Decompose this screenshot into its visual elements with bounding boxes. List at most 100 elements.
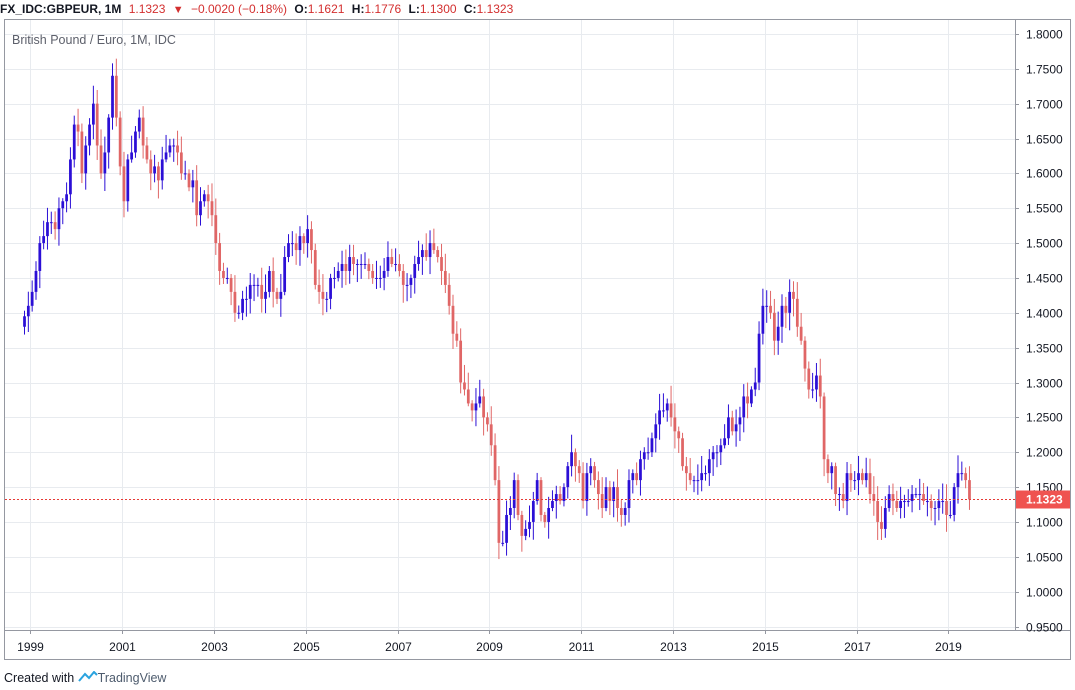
candle-body — [750, 389, 753, 404]
candle-body — [868, 473, 872, 495]
price-axis[interactable]: 0.95001.00001.05001.10001.15001.20001.25… — [1015, 28, 1063, 635]
candle-body — [482, 396, 485, 418]
candle-body — [715, 452, 719, 454]
candle-body — [42, 236, 46, 244]
candle-body — [753, 382, 757, 390]
candle-body — [730, 417, 734, 432]
candle-body — [707, 459, 711, 474]
candle-body — [780, 305, 784, 327]
symbol-title[interactable]: FX_IDC:GBPEUR, 1M — [0, 2, 122, 16]
candle-body — [46, 222, 49, 237]
candle-body — [463, 382, 466, 390]
candle-body — [160, 159, 164, 181]
candle-body — [153, 166, 156, 174]
candle-body — [88, 124, 91, 146]
close-label: C: — [463, 2, 477, 16]
candle-body — [746, 396, 749, 404]
candle-body — [137, 117, 141, 132]
candle-body — [822, 396, 826, 460]
candle-body — [363, 264, 367, 265]
candle-body — [421, 250, 424, 258]
candle-body — [436, 250, 440, 258]
candle-body — [107, 117, 111, 153]
candle-body — [267, 270, 271, 292]
candle-body — [577, 466, 581, 474]
candle-body — [608, 487, 612, 502]
candle-body — [757, 333, 761, 383]
y-tick-label: 1.1000 — [1026, 516, 1063, 530]
candle-body — [206, 194, 210, 202]
candle-body — [390, 257, 394, 264]
candle-body — [264, 291, 267, 299]
candle-body — [72, 124, 76, 160]
candle-body — [719, 445, 723, 453]
x-tick-label: 2007 — [385, 640, 412, 654]
candle-body — [283, 257, 287, 292]
candle-body — [792, 291, 795, 299]
candle-body — [290, 243, 294, 245]
tradingview-brand[interactable]: TradingView — [97, 671, 167, 685]
candle-body — [145, 145, 149, 160]
candle-body — [325, 298, 329, 300]
candle-body — [589, 466, 593, 474]
candle-body — [681, 438, 684, 467]
candle-body — [612, 487, 616, 502]
candle-body — [838, 494, 841, 496]
x-tick-label: 2019 — [935, 640, 962, 654]
candle-body — [95, 103, 99, 146]
candle-body — [914, 494, 918, 496]
candle-body — [937, 501, 941, 508]
candle-body — [627, 480, 631, 508]
time-axis[interactable]: 1999 2001 2003 2005 2007 2009 2011 2013 2015 2017… — [17, 630, 962, 654]
candle-body — [509, 508, 512, 515]
candle-body — [168, 145, 172, 153]
candle-body — [711, 452, 715, 460]
candle-body — [887, 494, 891, 508]
candle-body — [355, 264, 359, 265]
candle-body — [199, 201, 202, 216]
candle-body — [543, 514, 547, 522]
candle-body — [876, 501, 880, 522]
y-tick-label: 1.2000 — [1026, 446, 1063, 460]
candle-body — [642, 452, 646, 460]
candle-body — [906, 501, 910, 503]
candle-body — [922, 494, 925, 502]
candle-body — [489, 424, 493, 446]
candle-body — [233, 291, 237, 313]
candle-body — [333, 277, 336, 279]
candle-body — [398, 264, 401, 271]
candle-body — [103, 152, 107, 174]
candle-body — [26, 305, 30, 317]
candle-body — [616, 487, 619, 508]
candle-body — [803, 340, 807, 369]
candle-body — [352, 257, 355, 264]
candle-body — [692, 480, 696, 482]
candle-body — [547, 508, 551, 522]
last-price-tag — [1016, 490, 1070, 509]
candle-body — [317, 284, 321, 292]
candle-body — [600, 494, 604, 508]
candle-body — [34, 270, 38, 292]
candle-body — [61, 201, 65, 209]
candle-body — [275, 291, 279, 299]
y-tick-label: 1.4500 — [1026, 272, 1063, 286]
candle-body — [769, 305, 772, 313]
down-triangle-icon: ▼ — [172, 4, 184, 16]
candle-body — [459, 340, 463, 383]
candle-body — [179, 152, 183, 174]
candle-body — [918, 494, 922, 496]
candle-body — [570, 452, 573, 467]
candle-body — [524, 528, 528, 536]
candle-body — [386, 257, 390, 271]
y-tick-label: 1.6500 — [1026, 133, 1063, 147]
candle-body — [574, 452, 577, 467]
candle-body — [378, 277, 382, 279]
y-tick-label: 1.4000 — [1026, 307, 1063, 321]
y-tick-label: 1.0500 — [1026, 551, 1063, 565]
candle-body — [761, 305, 765, 334]
candle-body — [470, 403, 474, 411]
candle-body — [80, 131, 84, 174]
candle-body — [91, 103, 95, 125]
candle-body — [964, 473, 968, 481]
